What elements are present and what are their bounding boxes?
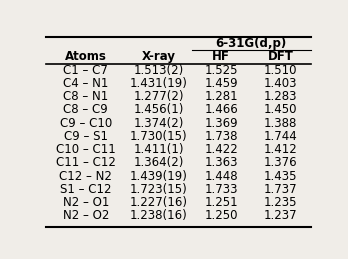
Text: 1.513(2): 1.513(2) <box>133 64 184 77</box>
Text: 1.431(19): 1.431(19) <box>129 77 188 90</box>
Text: C8 – N1: C8 – N1 <box>63 90 109 103</box>
Text: 1.235: 1.235 <box>264 196 298 209</box>
Text: 1.412: 1.412 <box>264 143 298 156</box>
Text: 1.456(1): 1.456(1) <box>133 103 184 117</box>
Text: X-ray: X-ray <box>142 51 175 63</box>
Text: C12 – N2: C12 – N2 <box>60 170 112 183</box>
Text: 1.435: 1.435 <box>264 170 298 183</box>
Text: 1.250: 1.250 <box>205 210 238 222</box>
Text: 1.737: 1.737 <box>264 183 298 196</box>
Text: 1.376: 1.376 <box>264 156 298 169</box>
Text: 1.237: 1.237 <box>264 210 298 222</box>
Text: 1.403: 1.403 <box>264 77 298 90</box>
Text: 1.730(15): 1.730(15) <box>130 130 187 143</box>
Text: 1.281: 1.281 <box>205 90 238 103</box>
Text: 1.738: 1.738 <box>205 130 238 143</box>
Text: N2 – O1: N2 – O1 <box>63 196 109 209</box>
Text: C1 – C7: C1 – C7 <box>63 64 108 77</box>
Text: 1.364(2): 1.364(2) <box>133 156 184 169</box>
Text: 1.450: 1.450 <box>264 103 298 117</box>
Text: 1.251: 1.251 <box>205 196 238 209</box>
Text: 1.283: 1.283 <box>264 90 298 103</box>
Text: 1.744: 1.744 <box>264 130 298 143</box>
Text: C10 – C11: C10 – C11 <box>56 143 116 156</box>
Text: 1.369: 1.369 <box>205 117 238 130</box>
Text: 1.238(16): 1.238(16) <box>130 210 188 222</box>
Text: C9 – S1: C9 – S1 <box>64 130 108 143</box>
Text: C4 – N1: C4 – N1 <box>63 77 109 90</box>
Text: 1.227(16): 1.227(16) <box>129 196 188 209</box>
Text: C8 – C9: C8 – C9 <box>63 103 108 117</box>
Text: 1.277(2): 1.277(2) <box>133 90 184 103</box>
Text: 1.374(2): 1.374(2) <box>133 117 184 130</box>
Text: C11 – C12: C11 – C12 <box>56 156 116 169</box>
Text: 1.459: 1.459 <box>205 77 238 90</box>
Text: C9 – C10: C9 – C10 <box>60 117 112 130</box>
Text: 1.448: 1.448 <box>205 170 238 183</box>
Text: 1.363: 1.363 <box>205 156 238 169</box>
Text: S1 – C12: S1 – C12 <box>60 183 112 196</box>
Text: 1.411(1): 1.411(1) <box>133 143 184 156</box>
Text: HF: HF <box>212 51 230 63</box>
Text: 1.388: 1.388 <box>264 117 298 130</box>
Text: 6-31G(d,p): 6-31G(d,p) <box>215 37 287 50</box>
Text: 1.723(15): 1.723(15) <box>130 183 188 196</box>
Text: 1.466: 1.466 <box>204 103 238 117</box>
Text: N2 – O2: N2 – O2 <box>63 210 109 222</box>
Text: 1.510: 1.510 <box>264 64 298 77</box>
Text: 1.439(19): 1.439(19) <box>129 170 188 183</box>
Text: 1.733: 1.733 <box>205 183 238 196</box>
Text: Atoms: Atoms <box>65 51 107 63</box>
Text: DFT: DFT <box>268 51 294 63</box>
Text: 1.525: 1.525 <box>205 64 238 77</box>
Text: 1.422: 1.422 <box>204 143 238 156</box>
